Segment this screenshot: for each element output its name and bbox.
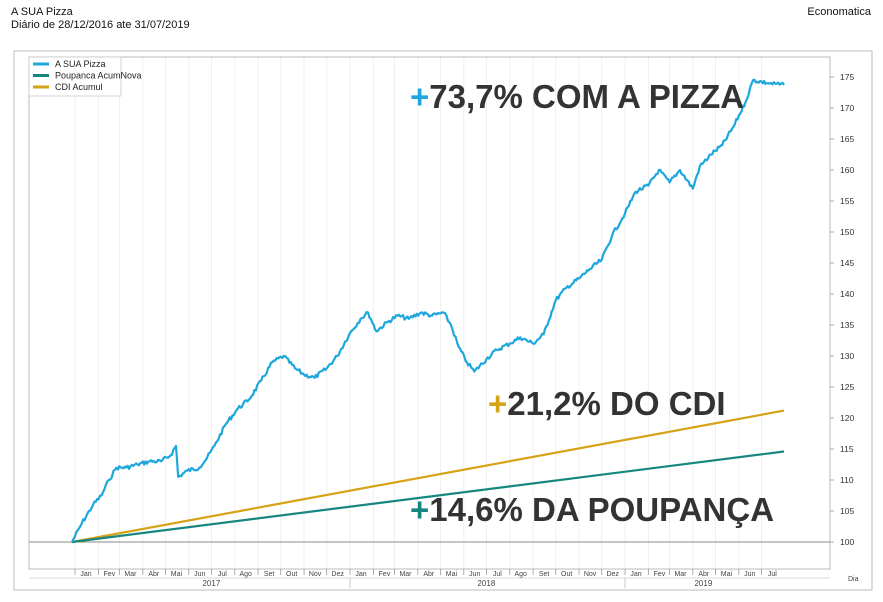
x-tick-label: Jul	[218, 571, 227, 578]
x-tick-label: Abr	[423, 571, 435, 578]
x-tick-label: Jun	[744, 571, 755, 578]
x-tick-label: Nov	[309, 571, 322, 578]
annotation-cdi-text: 21,2% DO CDI	[507, 385, 725, 422]
chart-frame	[13, 50, 873, 591]
legend-label-cdi: CDI Acumul	[55, 82, 103, 92]
legend-item-poupanca: Poupanca AcumNova	[33, 71, 142, 81]
y-tick-label: 150	[840, 227, 854, 237]
x-tick-label: Ago	[240, 571, 253, 578]
x-tick-label: Fev	[379, 571, 391, 578]
y-tick-label: 105	[840, 506, 854, 516]
y-tick-label: 155	[840, 196, 854, 206]
x-tick-label: Ago	[515, 571, 528, 578]
x-tick-label: Fev	[104, 571, 116, 578]
x-tick-label: Dez	[606, 571, 619, 578]
annotation-cdi-sign: +	[488, 385, 507, 422]
x-tick-label: Mai	[721, 571, 733, 578]
legend-label-pizza: A SUA Pizza	[55, 59, 106, 69]
x-year-label: 2019	[694, 579, 712, 588]
x-tick-label: Abr	[148, 571, 160, 578]
series-line-poupanca	[71, 450, 785, 544]
y-tick-label: 110	[840, 475, 854, 485]
series-line-pizza	[71, 78, 785, 543]
x-tick-label: Jul	[493, 571, 502, 578]
x-tick-label: Set	[539, 571, 550, 578]
y-tick-label: 165	[840, 134, 854, 144]
x-axis-label: Dia	[848, 576, 859, 583]
y-tick-label: 135	[840, 320, 854, 330]
annotation-poupanca-text: 14,6% DA POUPANÇA	[429, 491, 774, 528]
y-tick-label: 120	[840, 413, 854, 423]
series-line-cdi	[71, 409, 785, 544]
x-tick-label: Jun	[469, 571, 480, 578]
x-tick-label: Jan	[80, 571, 91, 578]
plot-area	[28, 56, 831, 570]
chart-header: A SUA Pizza Diário de 28/12/2016 ate 31/…	[11, 6, 190, 32]
y-tick-label: 145	[840, 258, 854, 268]
annotation-poupanca: +14,6% DA POUPANÇA	[410, 491, 774, 528]
annotation-pizza-sign: +	[410, 78, 429, 115]
annotation-pizza: +73,7% COM A PIZZA	[410, 78, 744, 115]
x-axis: Jan Fev Mar Abr Mai Jun Jul Ago Set Out Nov Dez Jan F…	[29, 569, 830, 588]
legend-item-cdi: CDI Acumul	[33, 82, 103, 92]
series-group	[71, 78, 785, 544]
legend: A SUA Pizza Poupanca AcumNova CDI Acumul	[28, 56, 142, 97]
y-tick-label: 115	[840, 444, 854, 454]
x-tick-label: Mai	[171, 571, 183, 578]
x-tick-label: Out	[286, 571, 297, 578]
legend-label-poupanca: Poupanca AcumNova	[55, 71, 142, 81]
x-tick-label: Jun	[194, 571, 205, 578]
x-tick-label: Nov	[584, 571, 597, 578]
data-source-label: Economatica	[807, 6, 871, 18]
y-tick-label: 160	[840, 165, 854, 175]
x-tick-label: Jul	[768, 571, 777, 578]
annotation-poupanca-sign: +	[410, 491, 429, 528]
x-tick-label: Jan	[630, 571, 641, 578]
x-tick-label: Mar	[399, 571, 412, 578]
y-tick-label: 140	[840, 289, 854, 299]
chart-period: Diário de 28/12/2016 ate 31/07/2019	[11, 19, 190, 31]
annotation-pizza-text: 73,7% COM A PIZZA	[429, 78, 744, 115]
y-tick-label: 125	[840, 382, 854, 392]
y-tick-label: 130	[840, 351, 854, 361]
y-tick-label: 170	[840, 103, 854, 113]
x-year-label: 2017	[202, 579, 220, 588]
chart-title: A SUA Pizza	[11, 6, 73, 18]
y-axis: 100 105 110 115 120 125 130 135 140 145 150 155 160 1…	[830, 72, 854, 547]
x-tick-label: Out	[561, 571, 572, 578]
x-tick-label: Mai	[446, 571, 458, 578]
x-year-label: 2018	[477, 579, 495, 588]
x-tick-label: Mar	[674, 571, 687, 578]
x-tick-label: Mar	[124, 571, 137, 578]
x-tick-label: Dez	[331, 571, 344, 578]
x-tick-label: Abr	[698, 571, 710, 578]
x-tick-label: Fev	[654, 571, 666, 578]
x-tick-label: Jan	[355, 571, 366, 578]
y-tick-label: 175	[840, 72, 854, 82]
legend-item-pizza: A SUA Pizza	[33, 59, 106, 69]
x-tick-label: Set	[264, 571, 275, 578]
annotation-cdi: +21,2% DO CDI	[488, 385, 726, 422]
y-tick-label: 100	[840, 537, 854, 547]
